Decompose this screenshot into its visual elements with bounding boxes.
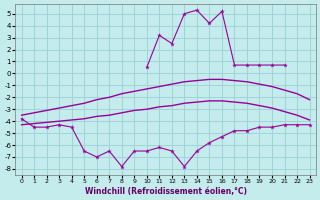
X-axis label: Windchill (Refroidissement éolien,°C): Windchill (Refroidissement éolien,°C)	[84, 187, 247, 196]
